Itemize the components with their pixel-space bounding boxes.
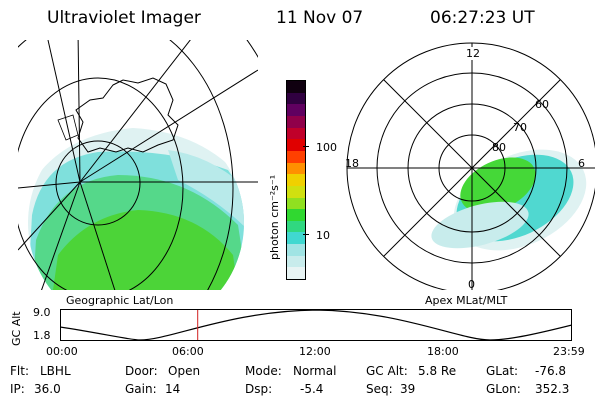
- mlt-label-18: 18: [345, 157, 359, 170]
- colorbar: [286, 80, 306, 280]
- mode-value: Normal: [293, 364, 337, 378]
- polar-mlat-mlt-panel: [346, 42, 595, 290]
- geographic-map-panel: [18, 40, 258, 290]
- orbit-ytick-1-8: 1.8: [33, 329, 51, 342]
- colorbar-swatch: [287, 209, 305, 221]
- polar-auroral-oval: [431, 149, 587, 251]
- gc-alt-label: GC Alt:: [366, 364, 408, 378]
- mlat-label-80: 80: [492, 141, 506, 154]
- colorbar-tick-100: 100: [316, 141, 337, 154]
- dsp-value: -5.4: [300, 382, 324, 396]
- colorbar-swatch: [287, 220, 305, 233]
- orbit-xtick-1200: 12:00: [299, 345, 331, 358]
- colorbar-tick-10: 10: [316, 229, 330, 242]
- instrument-title: Ultraviolet Imager: [47, 8, 201, 28]
- mlt-label-6: 6: [578, 157, 585, 170]
- time-label: 06:27:23 UT: [430, 8, 535, 28]
- colorbar-swatch: [287, 127, 305, 140]
- mode-label: Mode:: [245, 364, 282, 378]
- colorbar-swatch: [287, 104, 305, 117]
- seq-value: 39: [400, 382, 416, 396]
- orbit-altitude-plot: [60, 309, 572, 341]
- date-label: 11 Nov 07: [276, 8, 364, 28]
- orbit-ylabel: GC Alt: [10, 311, 23, 346]
- colorbar-swatch: [287, 162, 305, 175]
- ip-label: IP:: [10, 382, 25, 396]
- colorbar-swatch: [287, 185, 305, 198]
- colorbar-swatch: [287, 92, 305, 105]
- mlat-label-70: 70: [513, 121, 527, 134]
- colorbar-swatch: [287, 139, 305, 151]
- orbit-xtick-0600: 06:00: [172, 345, 204, 358]
- colorbar-swatch: [287, 81, 305, 93]
- colorbar-swatch: [287, 267, 305, 279]
- orbit-xtick-0000: 00:00: [46, 345, 78, 358]
- colorbar-swatch: [287, 197, 305, 210]
- seq-label: Seq:: [366, 382, 393, 396]
- colorbar-swatch: [287, 255, 305, 268]
- gain-value: 14: [165, 382, 181, 396]
- colorbar-swatch: [287, 116, 305, 128]
- gain-label: Gain:: [125, 382, 157, 396]
- glat-label: GLat:: [486, 364, 519, 378]
- glat-value: -76.8: [535, 364, 567, 378]
- colorbar-swatch: [287, 174, 305, 186]
- door-value: Open: [168, 364, 201, 378]
- orbit-xtick-1800: 18:00: [427, 345, 459, 358]
- gc-alt-value: 5.8 Re: [418, 364, 457, 378]
- mlt-label-12: 12: [466, 47, 480, 60]
- auroral-emission-disk: [28, 115, 244, 290]
- glon-value: 352.3: [535, 382, 570, 396]
- geographic-caption: Geographic Lat/Lon: [66, 294, 174, 307]
- filter-label: Flt:: [10, 364, 29, 378]
- mlt-label-0: 0: [468, 278, 475, 291]
- orbit-xtick-2359: 23:59: [553, 345, 585, 358]
- door-label: Door:: [125, 364, 158, 378]
- colorbar-swatch: [287, 244, 305, 256]
- apex-caption: Apex MLat/MLT: [425, 294, 508, 307]
- continent-outline: [75, 77, 179, 153]
- orbit-ytick-9: 9.0: [33, 306, 51, 319]
- ip-value: 36.0: [34, 382, 61, 396]
- glon-label: GLon:: [486, 382, 521, 396]
- colorbar-swatch: [287, 150, 305, 163]
- orbit-altitude-curve: [60, 309, 572, 341]
- dsp-label: Dsp:: [245, 382, 273, 396]
- colorbar-swatch: [287, 232, 305, 245]
- colorbar-units-label: photon cm⁻²s⁻¹: [268, 174, 281, 260]
- mlat-label-60: 60: [535, 98, 549, 111]
- filter-value: LBHL: [40, 364, 71, 378]
